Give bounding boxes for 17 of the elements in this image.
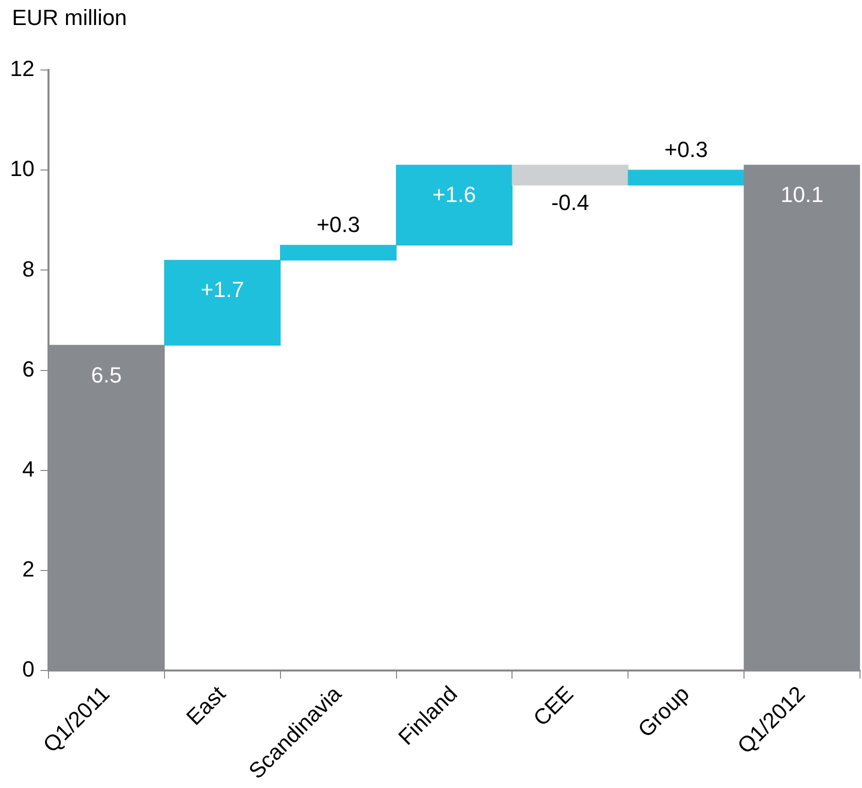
data-label: -0.4 (551, 190, 590, 216)
y-tick-label: 2 (22, 556, 34, 582)
y-tick-label: 10 (10, 156, 34, 182)
y-tick-label: 0 (22, 656, 34, 682)
data-label: +1.7 (200, 277, 244, 302)
y-tick-label: 6 (22, 356, 34, 382)
data-label: 10.1 (780, 182, 824, 208)
bar (512, 164, 628, 186)
data-label: 6.5 (91, 362, 122, 388)
y-tick-label: 12 (10, 56, 34, 82)
data-label: +1.6 (432, 182, 476, 208)
y-tick-label: 8 (22, 256, 34, 282)
data-label: +0.3 (316, 212, 360, 238)
y-axis-title: EUR million (12, 5, 127, 30)
data-label: +0.3 (664, 137, 708, 162)
y-tick-label: 4 (22, 456, 34, 482)
bar (628, 170, 744, 186)
